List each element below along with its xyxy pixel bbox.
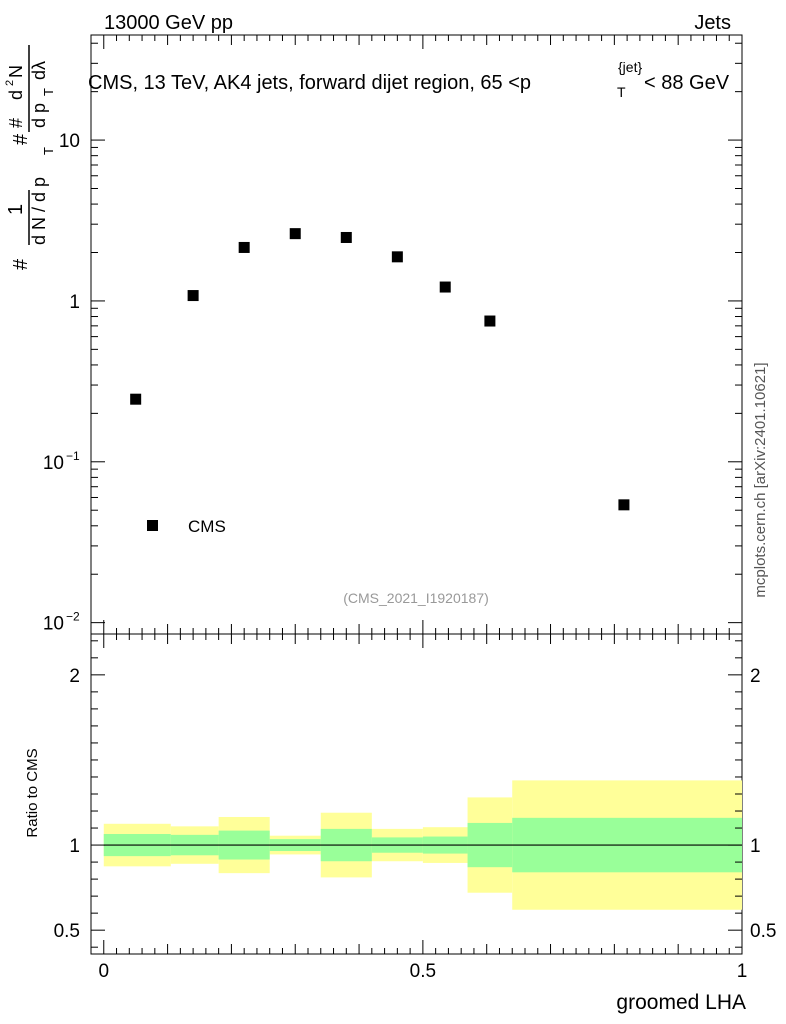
data-point-6 [439,281,451,293]
title-sub: T [617,84,626,100]
ylabel-dp: d p [29,103,49,128]
data-points [130,228,630,511]
x-tick-label-1: 0.5 [410,961,436,982]
data-point-7 [484,315,496,327]
y-tick-exp-2: −1 [66,449,80,463]
y-tick-label-3: 10 [43,614,64,635]
ratio-y-tick-label-right-2: 2 [750,666,761,687]
ylabel-sup2: 2 [4,80,16,86]
chart-title: CMS, 13 TeV, AK4 jets, forward dijet reg… [88,72,531,94]
y-tick-label-2: 10 [43,453,64,474]
x-axis-label: groomed LHA [616,991,746,1014]
ratio-y-tick-label-left-1: 1 [69,836,80,857]
data-point-0 [130,393,142,405]
analysis-annotation: (CMS_2021_I1920187) [343,590,489,606]
ylabel-dlambda: dλ [29,61,49,80]
ylabel-hash2: # [10,133,32,145]
ylabel-denominator: d N / d p [29,177,49,245]
legend-label: CMS [188,517,226,536]
data-point-1 [187,290,199,302]
legend-marker [147,520,158,531]
x-tick-label-0: 0 [98,961,109,982]
ylabel-one: 1 [5,204,27,215]
x-tick-label-2: 1 [737,961,748,982]
bottom-axis-ticks: 0 0.5 10.5 0.51 12 2 [54,634,776,982]
ylabel-d: d [6,90,26,100]
top-frame [90,34,743,635]
ratio-y-tick-label-right-1: 1 [750,836,761,857]
ratio-y-tick-label-left-0: 0.5 [54,921,80,942]
ylabel-sub-T2: T [41,88,56,96]
ylabel-hash1: # [10,258,32,270]
ratio-y-tick-label-right-0: 0.5 [750,921,776,942]
ylabel-hash3: # [6,118,26,128]
title-suffix: < 88 GeV [644,72,730,94]
y-axis-label: # 1 d N / d p T # # d 2 N d p T dλ [4,45,56,270]
data-point-5 [391,251,403,263]
ylabel-sub-T: T [41,147,56,155]
side-label: mcplots.cern.ch [arXiv:2401.10621] [752,362,769,597]
ylabel-N: N [6,65,26,78]
header-left: 13000 GeV pp [104,12,233,34]
ratio-y-label: Ratio to CMS [24,748,41,837]
title-prefix: CMS, 13 TeV, AK4 jets, forward dijet reg… [88,72,531,94]
data-point-4 [340,231,352,243]
data-point-8 [618,499,630,511]
data-point-2 [238,241,250,253]
ratio-y-tick-label-left-2: 2 [69,666,80,687]
data-point-3 [289,228,301,240]
y-tick-label-0: 10 [59,131,80,152]
title-sup: {jet} [618,59,642,75]
y-tick-exp-3: −2 [66,610,80,624]
header-right: Jets [694,12,731,34]
y-tick-label-1: 1 [69,292,80,313]
